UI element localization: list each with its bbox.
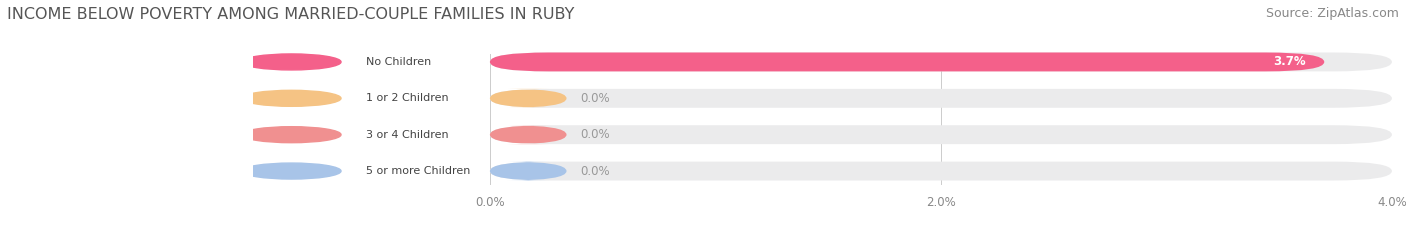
Circle shape <box>242 127 342 143</box>
Circle shape <box>242 54 342 70</box>
Text: 5 or more Children: 5 or more Children <box>366 166 470 176</box>
FancyBboxPatch shape <box>489 89 567 108</box>
Text: Source: ZipAtlas.com: Source: ZipAtlas.com <box>1265 7 1399 20</box>
Text: 3 or 4 Children: 3 or 4 Children <box>366 130 449 140</box>
FancyBboxPatch shape <box>253 162 478 181</box>
FancyBboxPatch shape <box>489 52 1392 71</box>
Text: 0.0%: 0.0% <box>581 164 610 178</box>
FancyBboxPatch shape <box>489 89 1392 108</box>
Circle shape <box>242 90 342 106</box>
Text: 0.0%: 0.0% <box>581 128 610 141</box>
FancyBboxPatch shape <box>489 162 1392 181</box>
Text: No Children: No Children <box>366 57 432 67</box>
Text: INCOME BELOW POVERTY AMONG MARRIED-COUPLE FAMILIES IN RUBY: INCOME BELOW POVERTY AMONG MARRIED-COUPL… <box>7 7 575 22</box>
FancyBboxPatch shape <box>253 52 478 71</box>
FancyBboxPatch shape <box>253 125 478 144</box>
FancyBboxPatch shape <box>489 52 1324 71</box>
FancyBboxPatch shape <box>489 162 567 181</box>
FancyBboxPatch shape <box>489 125 1392 144</box>
FancyBboxPatch shape <box>489 125 567 144</box>
Text: 0.0%: 0.0% <box>581 92 610 105</box>
Text: 1 or 2 Children: 1 or 2 Children <box>366 93 449 103</box>
FancyBboxPatch shape <box>253 89 478 108</box>
Text: 3.7%: 3.7% <box>1274 55 1306 69</box>
Circle shape <box>242 163 342 179</box>
